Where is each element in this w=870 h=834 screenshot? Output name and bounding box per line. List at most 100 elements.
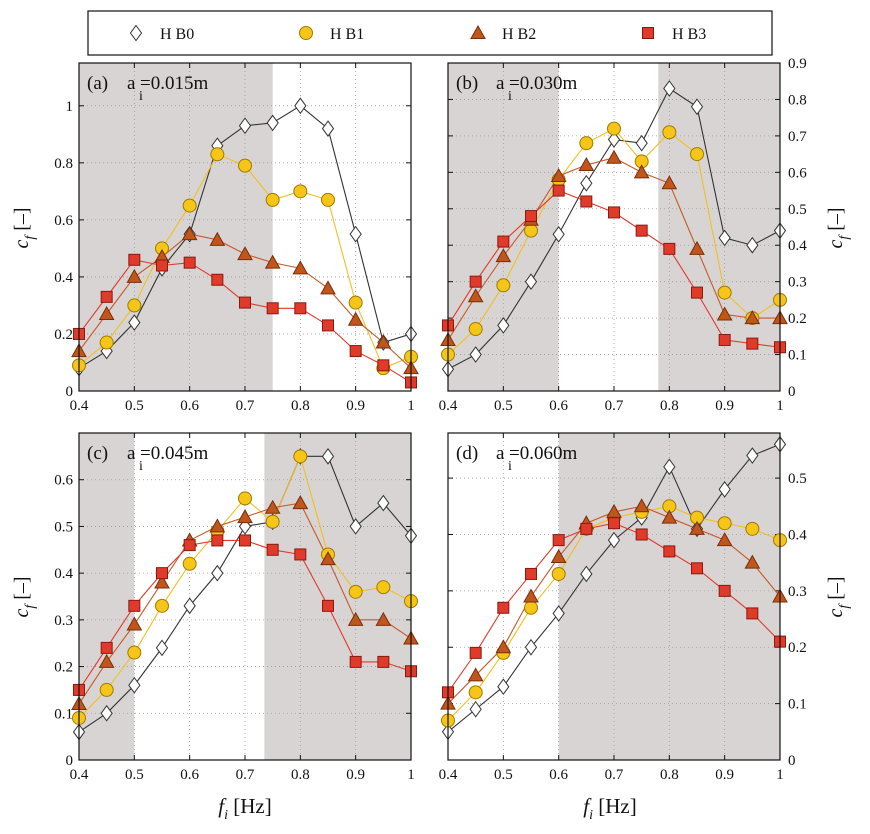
data-point-s3 bbox=[691, 562, 703, 575]
data-point-s1 bbox=[551, 566, 566, 581]
xtick-label: 0.5 bbox=[494, 767, 513, 783]
data-point-s1 bbox=[99, 335, 114, 350]
data-point-s1 bbox=[265, 514, 280, 529]
panel-label: (d) bbox=[456, 443, 478, 464]
data-point-s0 bbox=[128, 314, 141, 331]
data-point-s2 bbox=[467, 667, 484, 682]
panel-0: 0.4 0.5 0.6 0.7 0.8 0.9 1 0 0.2 0.4 0.6 0.8 1 (a) ai=0… bbox=[54, 62, 419, 414]
xtick-label: 0.8 bbox=[291, 398, 310, 414]
ytick-label: 0.8 bbox=[54, 156, 73, 172]
ytick-label: 0 bbox=[788, 384, 796, 400]
data-point-s3 bbox=[239, 296, 251, 309]
ylabel-c: cf [–] bbox=[11, 576, 38, 617]
ytick-label: 0.3 bbox=[788, 275, 807, 291]
data-point-s1 bbox=[468, 322, 483, 337]
panel-label: (a) bbox=[87, 73, 108, 94]
data-point-s1 bbox=[348, 584, 363, 599]
data-point-s1 bbox=[376, 580, 391, 595]
data-point-s2 bbox=[495, 248, 512, 263]
data-point-s1 bbox=[745, 521, 760, 536]
xtick-label: 0.9 bbox=[346, 398, 365, 414]
data-point-s3 bbox=[497, 235, 510, 248]
ytick-label: 0.5 bbox=[54, 519, 73, 535]
data-point-s1 bbox=[99, 682, 114, 697]
xtick-label: 1 bbox=[776, 398, 784, 414]
data-point-s0 bbox=[746, 447, 759, 464]
data-point-s2 bbox=[98, 653, 115, 668]
data-point-s0 bbox=[349, 518, 362, 535]
ylabel-main: c bbox=[825, 609, 847, 618]
data-point-s0 bbox=[128, 676, 141, 694]
panel-2: 0.4 0.5 0.6 0.7 0.8 0.9 1 0 0.1 0.2 0.3 0.4 0.5 0.6 (c… bbox=[54, 432, 419, 783]
xlabel-sub: i bbox=[224, 808, 228, 823]
data-point-s2 bbox=[606, 149, 622, 164]
panel-title-a: a bbox=[127, 443, 136, 464]
data-point-s1 bbox=[293, 449, 308, 464]
data-point-s1 bbox=[690, 147, 704, 162]
panel-label: (c) bbox=[87, 443, 108, 464]
data-point-s3 bbox=[635, 224, 648, 237]
data-point-s2 bbox=[633, 164, 650, 179]
panel-1: 0.4 0.5 0.6 0.7 0.8 0.9 10 0.1 0.2 0.3 0.4 0.5 0.6 0.… bbox=[439, 56, 808, 414]
data-point-s3 bbox=[294, 548, 307, 561]
data-point-s1 bbox=[293, 184, 308, 199]
xtick-label: 0.5 bbox=[125, 398, 144, 414]
ylabel-unit: [–] bbox=[825, 576, 847, 604]
ylabel-sub: f bbox=[23, 234, 38, 240]
legend: H B0 H B1 H B2 H B3 bbox=[87, 10, 773, 56]
xtick-label: 0.9 bbox=[346, 767, 365, 783]
xtick-label: 1 bbox=[407, 398, 415, 414]
data-point-s2 bbox=[578, 157, 595, 172]
data-point-s1 bbox=[662, 125, 677, 140]
data-point-s0 bbox=[377, 494, 390, 512]
data-point-s3 bbox=[294, 302, 307, 315]
panel-title-value: =0.015m bbox=[140, 73, 208, 94]
ylabel-unit: [–] bbox=[11, 576, 33, 604]
data-point-s0 bbox=[580, 565, 593, 583]
ylabel-main: c bbox=[11, 240, 33, 249]
data-point-s3 bbox=[100, 290, 113, 303]
data-point-s2 bbox=[375, 334, 392, 349]
data-point-s3 bbox=[746, 337, 759, 350]
ylabel-c-text: cf [–] bbox=[11, 576, 38, 617]
data-point-s3 bbox=[211, 534, 224, 547]
data-point-s2 bbox=[209, 518, 226, 533]
data-point-s2 bbox=[126, 268, 143, 283]
data-point-s1 bbox=[238, 491, 252, 506]
xlabel-unit: [Hz] bbox=[228, 794, 272, 818]
data-point-s2 bbox=[523, 588, 539, 603]
data-point-s1 bbox=[155, 598, 169, 613]
ylabel-b: cf [–] bbox=[825, 207, 852, 248]
data-point-s3 bbox=[497, 601, 510, 614]
data-point-s1 bbox=[468, 685, 483, 700]
data-point-s0 bbox=[183, 597, 196, 615]
data-point-s1 bbox=[127, 645, 142, 660]
xtick-label: 0.4 bbox=[439, 398, 458, 414]
plot-frame bbox=[447, 62, 781, 392]
data-point-s3 bbox=[552, 534, 565, 547]
panel-title-a: a bbox=[496, 443, 505, 464]
data-point-s1 bbox=[210, 147, 225, 162]
panel-title-sub: i bbox=[508, 89, 512, 104]
data-point-s3 bbox=[580, 522, 593, 535]
ylabel-main: c bbox=[11, 609, 33, 618]
data-point-s0 bbox=[469, 346, 482, 363]
data-point-s2 bbox=[98, 305, 115, 320]
data-point-s2 bbox=[375, 611, 392, 626]
xtick-label: 0.7 bbox=[236, 398, 255, 414]
data-point-s3 bbox=[128, 253, 141, 266]
data-point-s1 bbox=[717, 285, 732, 300]
ylabel-sub: f bbox=[837, 603, 852, 609]
data-point-s0 bbox=[294, 97, 307, 115]
plot-frame bbox=[447, 432, 781, 761]
data-point-s3 bbox=[349, 345, 362, 358]
ytick-label: 0.4 bbox=[788, 527, 807, 543]
data-point-s3 bbox=[100, 641, 113, 654]
xtick-label: 0.7 bbox=[605, 767, 624, 783]
data-point-s1 bbox=[348, 295, 363, 310]
panel-title-value: =0.060m bbox=[509, 443, 577, 464]
plot-frame bbox=[78, 62, 412, 392]
ytick-label: 0 bbox=[66, 753, 74, 769]
ylabel-b-text: cf [–] bbox=[825, 207, 852, 248]
